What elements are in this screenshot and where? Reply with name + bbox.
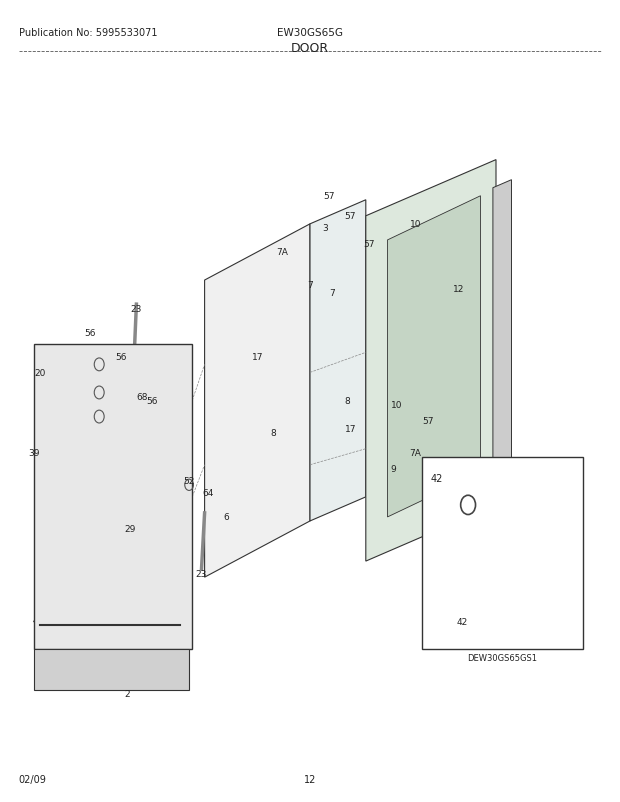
Text: EW30GS65G: EW30GS65G	[277, 28, 343, 38]
Polygon shape	[310, 200, 366, 521]
Text: 6: 6	[223, 512, 229, 522]
Text: 39: 39	[29, 448, 40, 458]
Text: 8: 8	[344, 396, 350, 406]
Text: 56: 56	[146, 396, 157, 406]
Polygon shape	[388, 196, 480, 517]
Text: 56: 56	[115, 352, 126, 362]
Text: DOOR: DOOR	[291, 42, 329, 55]
Text: 7: 7	[307, 280, 313, 290]
Text: 2: 2	[124, 689, 130, 699]
Text: 17: 17	[252, 352, 263, 362]
Text: 3: 3	[322, 224, 329, 233]
Text: 56: 56	[84, 328, 95, 338]
Polygon shape	[34, 345, 192, 650]
Text: 42: 42	[431, 473, 443, 483]
Text: 10: 10	[410, 220, 421, 229]
Text: 20: 20	[35, 368, 46, 378]
FancyBboxPatch shape	[422, 457, 583, 650]
Text: 12: 12	[304, 775, 316, 784]
Text: 8: 8	[270, 428, 276, 438]
Text: 57: 57	[363, 240, 374, 249]
Text: 42: 42	[456, 617, 467, 626]
Text: 10: 10	[391, 400, 402, 410]
Text: 7A: 7A	[276, 248, 288, 257]
Text: 29: 29	[125, 525, 136, 534]
Text: 7: 7	[329, 288, 335, 298]
Polygon shape	[34, 650, 189, 690]
Text: 57: 57	[422, 416, 433, 426]
Text: 68: 68	[137, 392, 148, 402]
Polygon shape	[205, 225, 310, 577]
Text: 23: 23	[196, 569, 207, 578]
Text: DEW30GS65GS1: DEW30GS65GS1	[467, 654, 537, 662]
Text: 57: 57	[345, 212, 356, 221]
Text: 7A: 7A	[409, 448, 422, 458]
Text: 9: 9	[391, 464, 397, 474]
Text: 17: 17	[345, 424, 356, 434]
Polygon shape	[208, 233, 307, 565]
Text: 52: 52	[184, 476, 195, 486]
Text: 57: 57	[323, 192, 334, 201]
Text: 12: 12	[453, 284, 464, 294]
Text: 64: 64	[202, 488, 213, 498]
Polygon shape	[493, 180, 512, 493]
Text: Publication No: 5995533071: Publication No: 5995533071	[19, 28, 157, 38]
Polygon shape	[366, 160, 496, 561]
Text: 02/09: 02/09	[19, 775, 46, 784]
Text: 23: 23	[131, 304, 142, 314]
